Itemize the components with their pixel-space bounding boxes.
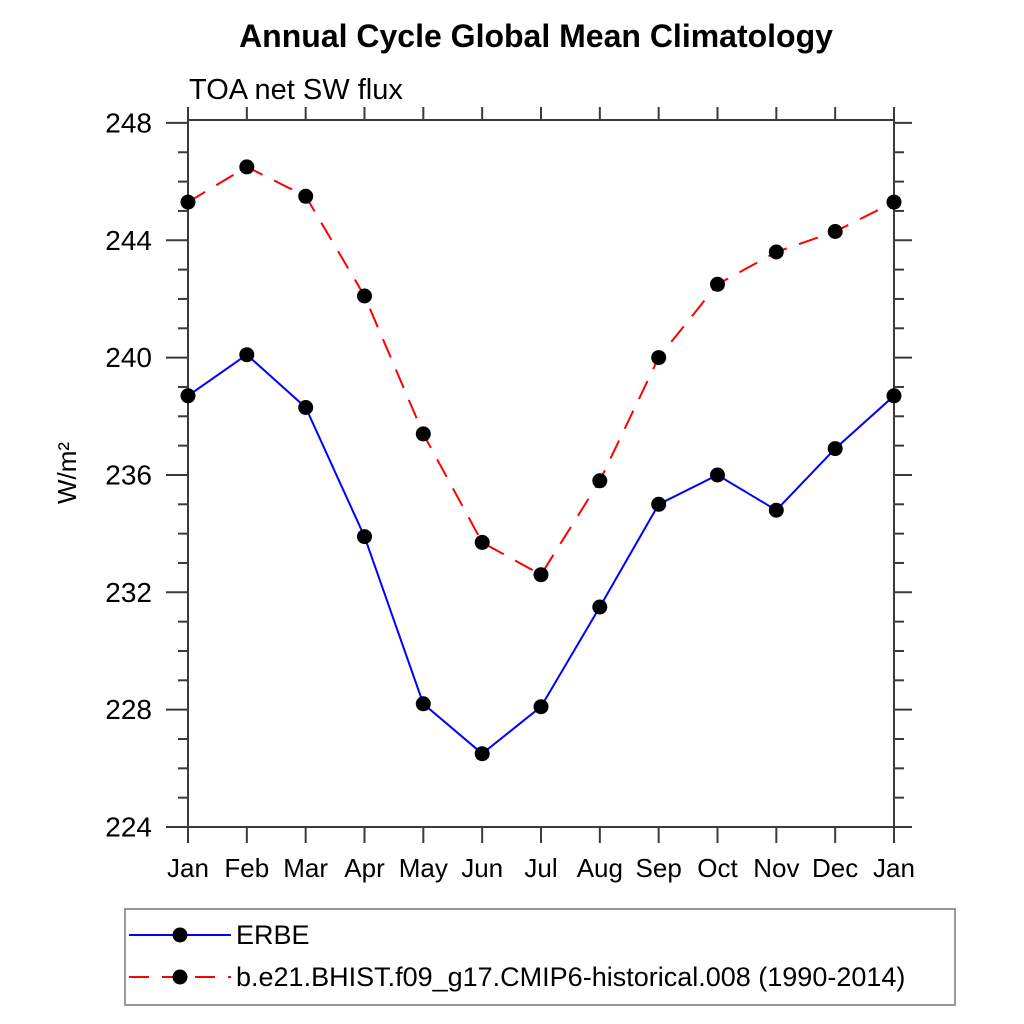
series-0-marker — [180, 388, 196, 404]
y-tick-label: 224 — [105, 812, 152, 843]
x-tick-label: Sep — [636, 853, 682, 883]
series-1-marker — [474, 534, 490, 550]
series-0-marker — [415, 696, 431, 712]
legend-box: ERBE b.e21.BHIST.f09_g17.CMIP6-historica… — [124, 908, 956, 1006]
series-0-marker — [592, 599, 608, 615]
series-1-marker — [710, 276, 725, 292]
series-line-0 — [187, 353, 895, 755]
x-tick-label: Nov — [753, 853, 799, 883]
x-tick-label: Dec — [812, 853, 858, 883]
legend-label-model: b.e21.BHIST.f09_g17.CMIP6-historical.008… — [236, 962, 905, 992]
legend-sample-marker-1 — [172, 969, 188, 985]
series-0-marker — [651, 496, 667, 512]
series-0-marker — [357, 529, 372, 545]
legend-sample-marker-0 — [172, 927, 188, 943]
y-tick-label: 232 — [105, 577, 152, 608]
x-tick-label: Jan — [167, 853, 209, 883]
legend-samples — [129, 927, 231, 985]
series-1-marker — [357, 288, 372, 304]
chart-subtitle: TOA net SW flux — [189, 74, 403, 106]
legend-border — [124, 908, 956, 1006]
x-tick-label: Jan — [873, 853, 915, 883]
x-tick-label: Aug — [577, 853, 623, 883]
series-1-marker — [415, 426, 431, 442]
series-0-marker — [768, 502, 784, 518]
series-layer — [180, 159, 902, 762]
y-tick-label: 236 — [105, 459, 152, 490]
series-1-marker — [533, 567, 549, 583]
series-0-marker — [298, 400, 314, 415]
series-1-marker — [239, 159, 255, 175]
chart-title: Annual Cycle Global Mean Climatology — [239, 18, 833, 54]
x-tick-label: Feb — [224, 853, 269, 883]
y-tick-label: 244 — [105, 225, 152, 256]
x-tick-label: Oct — [697, 853, 738, 883]
axes-layer: 224 228 232 236 240 244 248 Jan Feb Mar Apr May Jun J… — [105, 107, 915, 883]
x-tick-label: Apr — [344, 853, 385, 883]
series-1-marker — [886, 194, 902, 210]
x-tick-label: Jul — [524, 853, 557, 883]
series-1-marker — [651, 350, 667, 366]
series-1-marker — [827, 224, 843, 239]
y-tick-label: 228 — [105, 694, 152, 725]
series-0-marker — [239, 347, 255, 363]
series-line-1 — [187, 165, 895, 577]
x-tick-label: Jun — [461, 853, 503, 883]
plot-frame — [187, 119, 895, 828]
series-1-marker — [768, 244, 784, 260]
series-0-marker — [886, 388, 902, 404]
y-tick-label: 248 — [105, 107, 152, 138]
series-1-marker — [298, 188, 314, 204]
y-tick-label: 240 — [105, 342, 152, 373]
x-tick-label: May — [399, 853, 448, 883]
series-0-marker — [474, 746, 490, 762]
y-axis-title: W/m² — [52, 442, 82, 504]
series-0-marker — [827, 441, 843, 457]
series-0-marker — [710, 467, 725, 483]
legend-label-erbe: ERBE — [236, 920, 310, 950]
series-1-marker — [592, 473, 608, 489]
series-1-marker — [180, 194, 196, 210]
series-0-marker — [533, 699, 549, 715]
x-tick-label: Mar — [283, 853, 328, 883]
